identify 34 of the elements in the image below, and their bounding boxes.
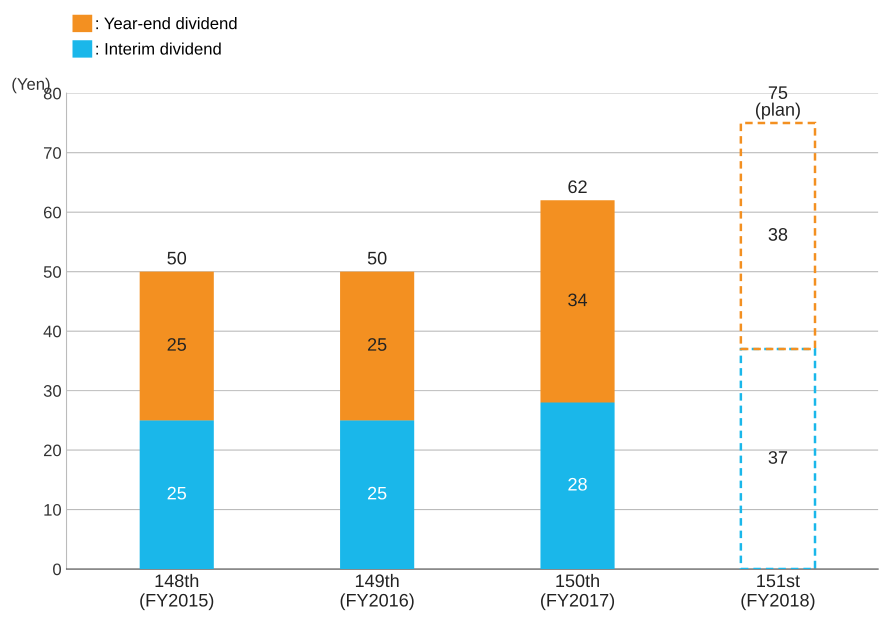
- bar: [740, 122, 816, 350]
- data-label: 25: [368, 338, 386, 351]
- bar: [140, 420, 214, 570]
- total-label: 50: [368, 252, 386, 265]
- x-tick-label: 148th (FY2015): [140, 574, 214, 610]
- y-tick-label: 20: [44, 444, 62, 456]
- bar: [740, 348, 816, 570]
- legend-label: : Interim dividend: [96, 42, 221, 55]
- y-tick-label: 50: [44, 266, 62, 278]
- x-tick-label: 149th (FY2016): [340, 574, 414, 610]
- bar: [540, 200, 615, 403]
- data-label: 38: [768, 228, 788, 241]
- bar: [540, 402, 615, 570]
- x-tick-label: 150th (FY2017): [541, 574, 614, 610]
- data-label: 28: [568, 478, 587, 491]
- total-label: 50: [167, 252, 186, 265]
- bar: [340, 420, 414, 570]
- bar: [340, 272, 414, 420]
- legend-label: : Year-end dividend: [96, 17, 237, 30]
- x-tick-label: 151st (FY2018): [741, 574, 814, 610]
- total-label: 75 (plan): [756, 86, 800, 120]
- bar: [140, 272, 214, 420]
- y-tick-label: 30: [44, 385, 62, 397]
- data-label: 25: [168, 338, 186, 351]
- data-label: 37: [768, 451, 788, 464]
- y-tick-label: 40: [44, 326, 62, 338]
- data-label: 34: [568, 293, 588, 306]
- y-tick-label: 70: [44, 147, 62, 159]
- y-tick-label: 60: [44, 206, 62, 218]
- y-tick-label: 0: [53, 563, 62, 576]
- data-label: 25: [168, 486, 186, 500]
- y-tick-label: 10: [44, 504, 62, 516]
- total-label: 62: [568, 180, 587, 194]
- data-label: 25: [368, 486, 386, 500]
